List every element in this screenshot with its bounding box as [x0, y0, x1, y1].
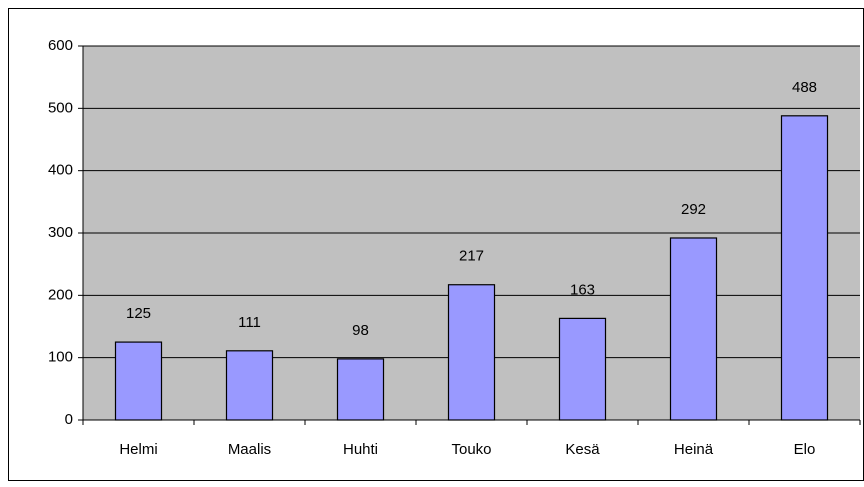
y-tick-label: 300 [48, 224, 73, 241]
data-label: 125 [126, 305, 151, 322]
x-tick-label: Touko [451, 441, 491, 458]
data-label: 111 [238, 314, 261, 331]
y-tick-label: 100 [48, 349, 73, 366]
data-label: 98 [352, 322, 369, 339]
x-tick-label: Elo [794, 441, 816, 458]
y-tick-label: 400 [48, 162, 73, 179]
y-tick-label: 0 [65, 411, 73, 428]
bar [669, 237, 718, 421]
bar [336, 358, 385, 421]
bar [780, 115, 829, 421]
data-label: 217 [459, 248, 484, 265]
x-tick-label: Maalis [228, 441, 271, 458]
x-tick-label: Helmi [119, 441, 157, 458]
data-label: 163 [570, 281, 595, 298]
bar [447, 284, 496, 421]
y-tick-label: 200 [48, 286, 73, 303]
data-label: 488 [792, 79, 817, 96]
x-tick-label: Huhti [343, 441, 378, 458]
bar [558, 317, 607, 421]
y-tick-label: 500 [48, 99, 73, 116]
bar [225, 350, 274, 421]
y-tick-label: 600 [48, 37, 73, 54]
x-tick-label: Kesä [565, 441, 600, 458]
data-label: 292 [681, 201, 706, 218]
x-tick-label: Heinä [674, 441, 714, 458]
bar [114, 341, 163, 421]
